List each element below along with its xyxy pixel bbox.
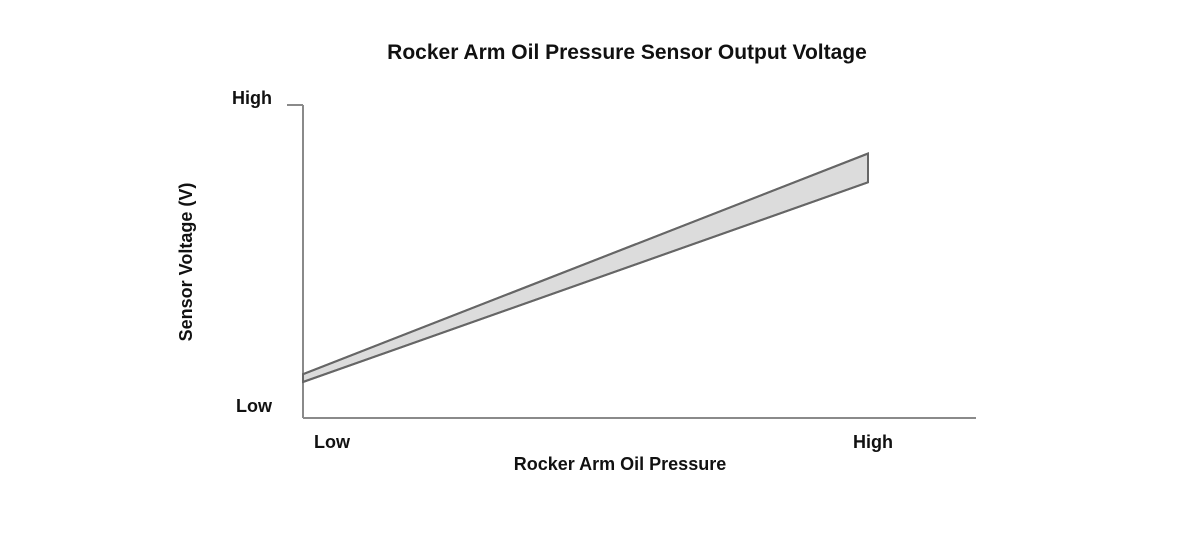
x-axis-label: Rocker Arm Oil Pressure: [514, 454, 726, 474]
chart-title: Rocker Arm Oil Pressure Sensor Output Vo…: [387, 41, 867, 64]
lower-bound-line-0: [302, 181, 869, 383]
x-tick-labels: Low High: [314, 432, 893, 452]
axes: [287, 104, 976, 419]
y-axis-label: Sensor Voltage (V): [176, 183, 196, 342]
tolerance-band-0: [302, 152, 869, 384]
series-layer: [302, 152, 869, 384]
y-tick-labels: Low High: [232, 88, 273, 416]
x-tick-label-low: Low: [314, 432, 351, 452]
x-tick-label-high: High: [853, 432, 893, 452]
y-tick-label-high: High: [232, 88, 272, 108]
upper-bound-line-0: [302, 152, 869, 376]
y-tick-label-low: Low: [236, 396, 273, 416]
